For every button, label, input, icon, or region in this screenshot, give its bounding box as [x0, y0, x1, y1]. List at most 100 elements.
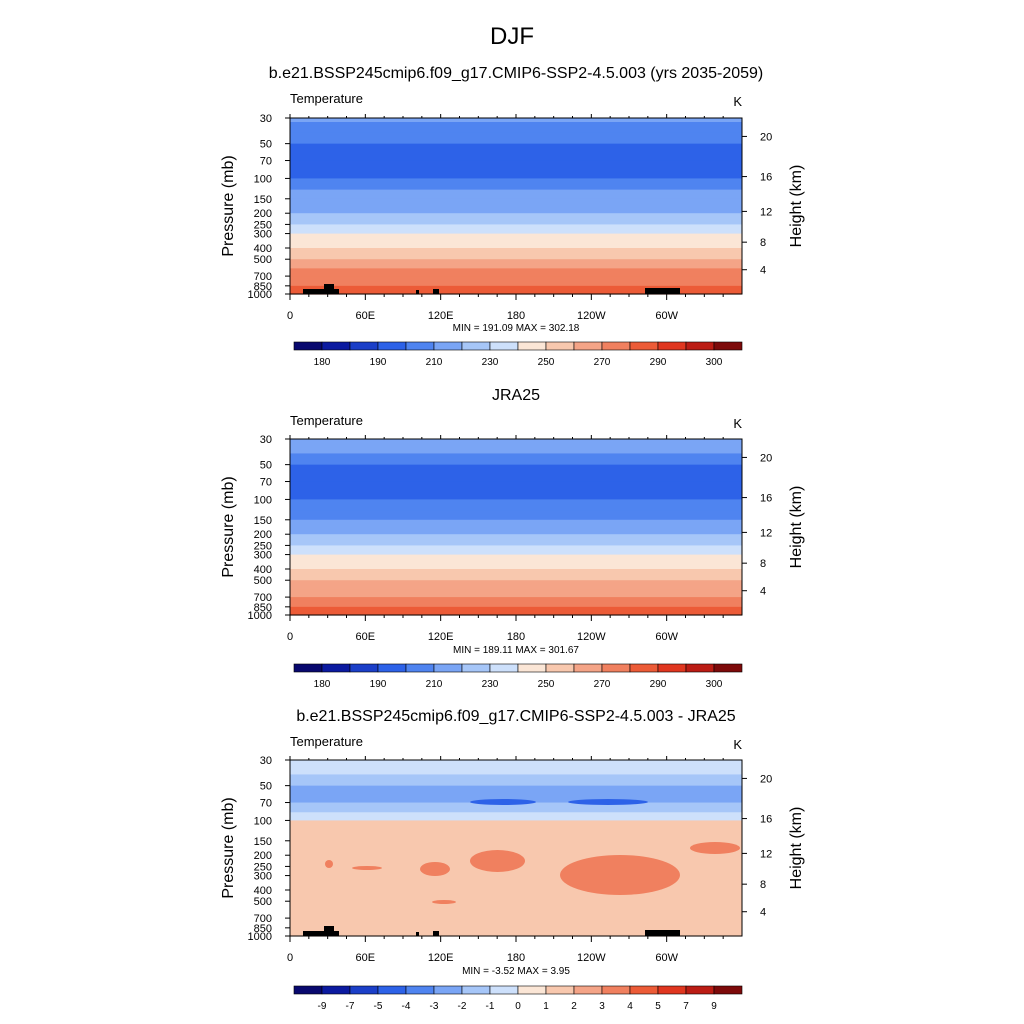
colorbar-label: 1 — [543, 1001, 549, 1012]
x-tick-label: 180 — [507, 310, 525, 322]
units-label: K — [733, 416, 742, 431]
x-tick-label: 60W — [655, 631, 678, 643]
contour-band — [290, 840, 742, 856]
contour-band — [290, 259, 742, 269]
y-tick-label-right: 20 — [760, 452, 772, 464]
colorbar-box — [657, 663, 687, 673]
y-tick-label-right: 8 — [760, 558, 766, 570]
y-tick-label-right: 8 — [760, 879, 766, 891]
contour-band — [290, 569, 742, 581]
colorbar-box — [489, 985, 519, 995]
contour-band — [290, 189, 742, 200]
colorbar-box — [629, 663, 659, 673]
terrain-block — [416, 932, 419, 936]
units-label: K — [733, 94, 742, 109]
contour-band — [290, 248, 742, 260]
colorbar-box — [573, 663, 603, 673]
colorbar-box — [293, 663, 323, 673]
y-tick-label-right: 20 — [760, 773, 772, 785]
colorbar-label: 180 — [314, 679, 331, 690]
x-tick-label: 120W — [577, 310, 606, 322]
y-axis-label: Pressure (mb) — [220, 476, 237, 577]
colorbar-label: 9 — [711, 1001, 717, 1012]
contour-band — [290, 545, 742, 556]
colorbar-label: 2 — [571, 1001, 577, 1012]
x-tick-label: 60W — [655, 952, 678, 964]
colorbar-box — [713, 985, 743, 995]
colorbar-box — [517, 985, 547, 995]
y-tick-label: 300 — [254, 550, 272, 562]
y-tick-label: 200 — [254, 208, 272, 220]
colorbar-box — [321, 341, 351, 351]
colorbar-label: 290 — [650, 679, 667, 690]
y-tick-label: 700 — [254, 592, 272, 604]
x-tick-label: 120W — [577, 952, 606, 964]
contour-patch — [432, 900, 456, 904]
terrain-block — [416, 290, 419, 294]
y-tick-label-right: 20 — [760, 131, 772, 143]
y-tick-label-right: 12 — [760, 206, 772, 218]
y-tick-label: 100 — [254, 815, 272, 827]
y-tick-label: 300 — [254, 229, 272, 241]
contour-band — [290, 198, 742, 214]
x-tick-label: 120E — [428, 631, 454, 643]
x-tick-label: 60E — [356, 631, 376, 643]
x-tick-label: 0 — [287, 310, 293, 322]
colorbar-box — [629, 341, 659, 351]
y-axis-label-right: Height (km) — [788, 807, 805, 890]
colorbar-box — [293, 341, 323, 351]
y-tick-label: 850 — [254, 602, 272, 614]
colorbar-box — [713, 341, 743, 351]
colorbar-box — [601, 985, 631, 995]
colorbar-label: 270 — [594, 679, 611, 690]
contour-band — [290, 580, 742, 590]
colorbar-box — [545, 985, 575, 995]
colorbar-box — [685, 341, 715, 351]
y-axis-label: Pressure (mb) — [220, 155, 237, 256]
contour-band — [290, 143, 742, 162]
y-tick-label: 50 — [260, 139, 272, 151]
y-tick-label: 50 — [260, 460, 272, 472]
colorbar-box — [321, 985, 351, 995]
y-tick-label: 150 — [254, 836, 272, 848]
y-tick-label: 200 — [254, 850, 272, 862]
y-tick-label: 1000 — [248, 931, 272, 943]
y-tick-label-right: 16 — [760, 814, 772, 826]
y-tick-label: 500 — [254, 254, 272, 266]
colorbar-box — [349, 663, 379, 673]
contour-patch — [325, 860, 333, 868]
colorbar-box — [377, 663, 407, 673]
y-tick-label: 70 — [260, 798, 272, 810]
contour-band — [290, 268, 742, 277]
colorbar-box — [601, 341, 631, 351]
y-axis-label-right: Height (km) — [788, 165, 805, 248]
units-label: K — [733, 737, 742, 752]
contour-band — [290, 785, 742, 804]
contour-band — [290, 464, 742, 483]
colorbar-box — [545, 341, 575, 351]
colorbar-label: 210 — [426, 679, 443, 690]
colorbar-box — [349, 341, 379, 351]
colorbar-label: 290 — [650, 357, 667, 368]
contour-band — [290, 606, 742, 616]
colorbar-box — [489, 341, 519, 351]
colorbar-label: 180 — [314, 357, 331, 368]
x-tick-label: 120E — [428, 952, 454, 964]
colorbar-label: -4 — [402, 1001, 411, 1012]
colorbar-box — [461, 663, 491, 673]
contour-band — [290, 224, 742, 235]
terrain-block — [645, 288, 680, 294]
contour-band — [290, 118, 742, 122]
contour-band — [290, 927, 742, 937]
panel-title: JRA25 — [492, 387, 540, 404]
colorbar-box — [405, 663, 435, 673]
contour-band — [290, 918, 742, 929]
colorbar: -9 -7 -5 -4 -3 -2 -1 0 1 2 3 4 5 7 9 — [293, 985, 743, 1012]
y-tick-label: 500 — [254, 575, 272, 587]
colorbar-label: -7 — [346, 1001, 355, 1012]
x-tick-label: 120E — [428, 310, 454, 322]
contour-patch — [470, 850, 525, 872]
y-axis-label: Pressure (mb) — [220, 797, 237, 898]
